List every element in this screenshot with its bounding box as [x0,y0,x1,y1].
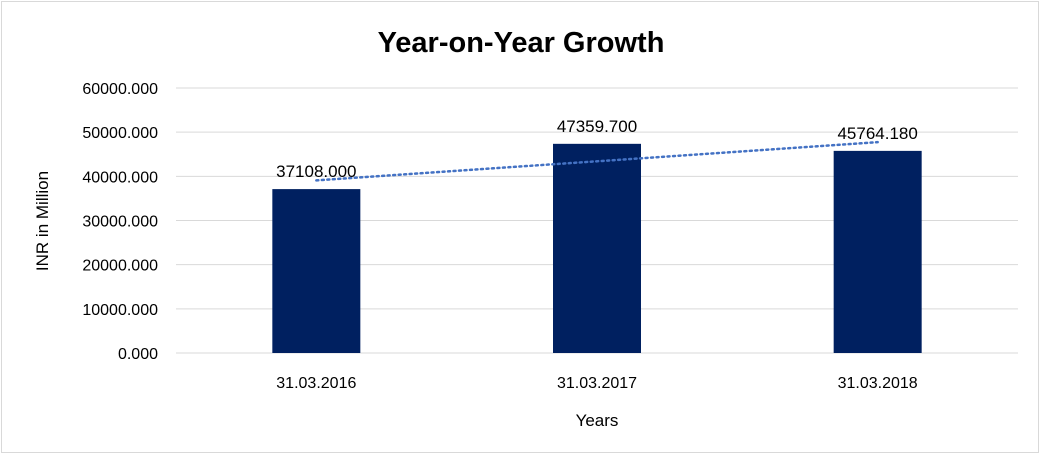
y-tick-label: 0.000 [118,346,158,363]
bar [553,143,641,353]
trendline [315,140,879,182]
y-axis-ticks: 0.000 10000.000 20000.000 30000.000 40000.00… [82,81,158,363]
x-axis-ticks: 31.03.2016 31.03.2017 31.03.2018 [276,375,918,392]
y-tick-label: 20000.000 [82,258,158,275]
y-axis-label: INR in Million [33,171,52,271]
data-labels: 37108.000 47359.700 45764.180 [276,117,918,181]
y-tick-label: 40000.000 [82,169,158,186]
trendline-path [315,140,879,182]
y-tick-label: 50000.000 [82,125,158,142]
x-tick-label: 31.03.2016 [276,375,356,392]
y-tick-label: 10000.000 [82,302,158,319]
x-tick-label: 31.03.2018 [838,375,918,392]
x-tick-label: 31.03.2017 [557,375,637,392]
y-tick-label: 30000.000 [82,214,158,231]
x-axis-label: Years [576,411,619,430]
data-label: 45764.180 [837,124,917,143]
data-label: 37108.000 [276,162,356,181]
bars [272,143,922,353]
bar [833,150,922,353]
data-label: 47359.700 [557,117,637,136]
bar [272,189,361,353]
y-tick-label: 60000.000 [82,81,158,98]
chart-title: Year-on-Year Growth [378,27,665,59]
